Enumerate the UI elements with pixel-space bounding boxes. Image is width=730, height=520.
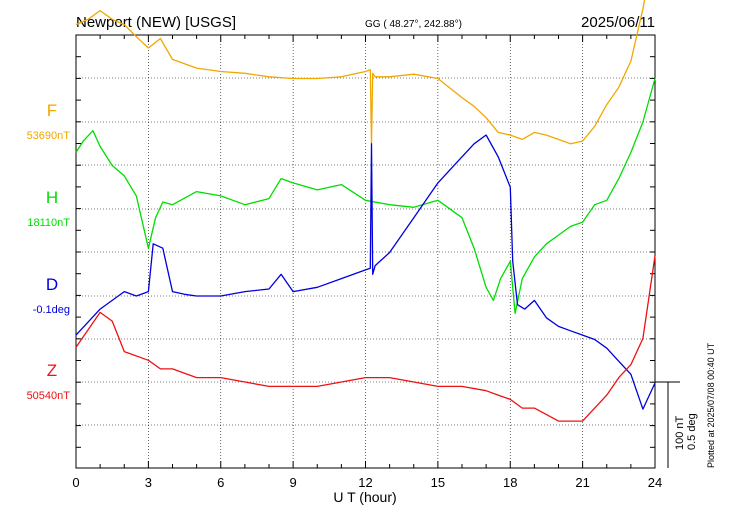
component-name-h: H (46, 188, 58, 207)
x-tick-label: 24 (648, 475, 662, 490)
x-tick-label: 6 (217, 475, 224, 490)
scale-nt-label: 100 nT (674, 415, 686, 450)
date-label: 2025/06/11 (581, 14, 655, 31)
x-axis-label: U T (hour) (333, 489, 396, 505)
x-tick-label: 9 (290, 475, 297, 490)
x-tick-label: 21 (575, 475, 589, 490)
grid-lines (76, 35, 655, 468)
plotted-timestamp: Plotted at 2025/07/08 00:40 UT (706, 342, 716, 468)
x-tick-label: 15 (431, 475, 445, 490)
baseline-value-d: -0.1deg (33, 304, 70, 316)
baseline-value-z: 50540nT (27, 390, 71, 402)
component-name-z: Z (47, 361, 57, 380)
series-line-z (75, 255, 656, 422)
component-name-d: D (46, 275, 58, 294)
x-ticks: 0 3 6 9 12 15 18 21 24 (72, 35, 662, 490)
baseline-value-h: 18110nT (27, 217, 70, 229)
series-lines (75, 0, 656, 422)
series-line-f (75, 0, 646, 145)
x-tick-label: 12 (358, 475, 372, 490)
station-title: Newport (NEW) [USGS] (76, 14, 236, 31)
series-line-d (75, 134, 656, 410)
component-labels: F 53690nT H 18110nT D -0.1deg Z 50540nT (27, 101, 71, 402)
y-ticks (76, 56, 655, 448)
x-tick-label: 3 (145, 475, 152, 490)
series-line-h (75, 78, 656, 315)
x-tick-label: 0 (72, 475, 79, 490)
x-tick-label: 18 (503, 475, 517, 490)
component-name-f: F (47, 101, 57, 120)
coordinates-label: GG ( 48.27°, 242.88°) (365, 19, 462, 30)
scale-deg-label: 0.5 deg (686, 413, 698, 450)
scale-bar: 100 nT 0.5 deg (655, 381, 698, 468)
baseline-value-f: 53690nT (27, 130, 71, 142)
